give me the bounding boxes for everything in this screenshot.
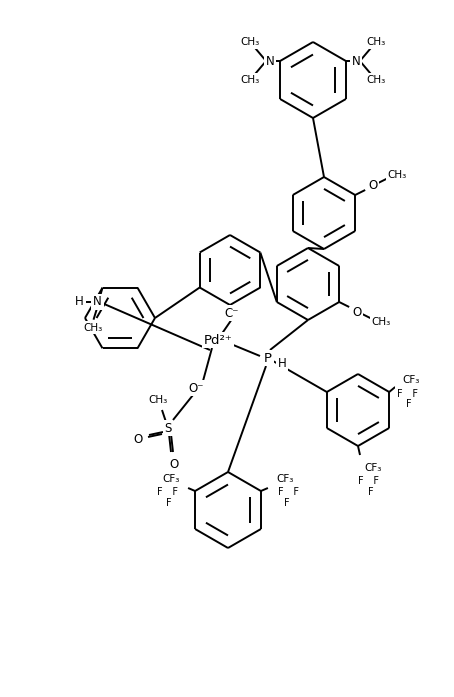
Text: F: F: [368, 487, 374, 497]
Text: O: O: [169, 457, 178, 470]
Text: CH₃: CH₃: [366, 37, 385, 47]
Text: CF₃: CF₃: [163, 474, 180, 484]
Text: F: F: [406, 399, 412, 409]
Text: Pd²⁺: Pd²⁺: [204, 333, 232, 346]
Text: F  F: F F: [157, 487, 178, 497]
Text: F  F: F F: [359, 476, 380, 486]
Text: CH₃: CH₃: [148, 395, 168, 405]
Text: CH₃: CH₃: [83, 323, 102, 332]
Text: F: F: [166, 498, 172, 508]
Text: H: H: [278, 356, 286, 369]
Text: N: N: [266, 54, 275, 68]
Text: CH₃: CH₃: [366, 75, 385, 85]
Text: O: O: [353, 305, 362, 319]
Text: P: P: [264, 351, 272, 365]
Text: CH₃: CH₃: [371, 317, 391, 327]
Text: C⁻: C⁻: [225, 307, 239, 319]
Text: CH₃: CH₃: [241, 37, 260, 47]
Text: CH₃: CH₃: [241, 75, 260, 85]
Text: CF₃: CF₃: [276, 474, 294, 484]
Text: N: N: [93, 296, 102, 308]
Text: S: S: [164, 422, 172, 434]
Text: F  F: F F: [397, 389, 418, 399]
Text: F: F: [284, 498, 290, 508]
Text: O: O: [369, 178, 378, 192]
Text: CF₃: CF₃: [403, 375, 420, 385]
Text: N: N: [351, 54, 360, 68]
Text: F  F: F F: [278, 487, 299, 497]
Text: CH₃: CH₃: [388, 170, 407, 180]
Text: O⁻: O⁻: [188, 381, 204, 395]
Text: CF₃: CF₃: [364, 463, 382, 473]
Text: H: H: [75, 296, 84, 308]
Text: O: O: [133, 433, 143, 445]
